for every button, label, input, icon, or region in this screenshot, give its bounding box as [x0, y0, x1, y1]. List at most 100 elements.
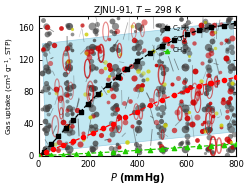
Point — [200, 130, 204, 133]
Point — [86, 152, 90, 155]
Point — [49, 154, 53, 157]
Point — [172, 146, 176, 149]
Point — [75, 108, 79, 111]
Point — [116, 74, 120, 77]
Point — [185, 135, 189, 138]
Point — [107, 138, 111, 141]
Point — [230, 145, 234, 148]
Point — [172, 38, 176, 41]
Point — [111, 95, 115, 98]
Point — [86, 52, 90, 55]
Point — [65, 24, 69, 27]
Point — [188, 85, 192, 88]
Point — [156, 64, 160, 67]
Point — [148, 104, 152, 107]
Point — [136, 127, 140, 130]
Point — [90, 130, 94, 133]
Point — [155, 107, 159, 110]
Point — [86, 46, 90, 49]
Point — [209, 51, 213, 54]
Point — [70, 130, 74, 133]
Point — [52, 43, 56, 46]
Point — [214, 46, 217, 49]
Point — [227, 103, 231, 106]
Point — [134, 64, 138, 67]
Point — [43, 53, 47, 56]
Point — [159, 119, 163, 122]
Point — [210, 30, 214, 33]
Point — [116, 145, 120, 148]
Point — [160, 25, 164, 28]
Point — [226, 39, 230, 42]
Point — [221, 101, 225, 104]
Point — [113, 127, 117, 130]
Point — [48, 145, 52, 148]
Point — [230, 63, 234, 66]
Point — [225, 110, 229, 113]
Point — [45, 25, 49, 28]
Point — [125, 141, 129, 144]
Point — [185, 33, 188, 36]
Point — [230, 86, 234, 89]
Point — [176, 77, 180, 80]
Point — [231, 145, 235, 148]
Point — [221, 143, 225, 146]
Point — [81, 138, 85, 141]
Point — [40, 72, 44, 75]
Point — [186, 20, 190, 23]
Point — [91, 87, 95, 90]
Point — [197, 29, 201, 32]
Point — [44, 66, 48, 69]
Point — [148, 52, 152, 55]
Point — [91, 132, 95, 135]
Point — [112, 32, 116, 35]
Point — [186, 110, 190, 113]
Y-axis label: Gas uptake (cm$^3$ g$^{-1}$, STP): Gas uptake (cm$^3$ g$^{-1}$, STP) — [4, 37, 16, 135]
Point — [107, 38, 111, 41]
Point — [42, 147, 46, 150]
Point — [195, 139, 199, 142]
Point — [226, 149, 230, 152]
Point — [185, 146, 188, 149]
Point — [191, 100, 195, 103]
Point — [208, 101, 212, 104]
Point — [111, 68, 115, 71]
Point — [227, 123, 231, 126]
Point — [155, 131, 159, 134]
Point — [65, 108, 69, 111]
Point — [41, 128, 45, 131]
Point — [92, 51, 95, 54]
Point — [183, 148, 187, 151]
Point — [203, 20, 207, 23]
Point — [203, 20, 207, 23]
Point — [45, 106, 49, 109]
Point — [210, 109, 214, 112]
Point — [232, 122, 236, 125]
Point — [206, 148, 210, 151]
Point — [114, 104, 118, 107]
Point — [181, 65, 185, 68]
Point — [136, 86, 140, 89]
Point — [226, 19, 230, 22]
Point — [139, 89, 143, 92]
Point — [70, 112, 74, 115]
Point — [160, 28, 164, 31]
Point — [172, 93, 176, 96]
Point — [136, 84, 140, 87]
Point — [141, 72, 145, 75]
Point — [206, 53, 210, 56]
Point — [64, 92, 68, 95]
Point — [179, 90, 183, 93]
Point — [183, 107, 187, 110]
Point — [64, 49, 68, 52]
Point — [94, 67, 98, 70]
Point — [200, 61, 204, 64]
Point — [40, 90, 44, 93]
Point — [113, 30, 117, 33]
Point — [227, 140, 231, 143]
Point — [56, 135, 60, 138]
Point — [232, 113, 236, 116]
Point — [90, 66, 94, 69]
Point — [229, 140, 233, 143]
Point — [157, 59, 161, 62]
